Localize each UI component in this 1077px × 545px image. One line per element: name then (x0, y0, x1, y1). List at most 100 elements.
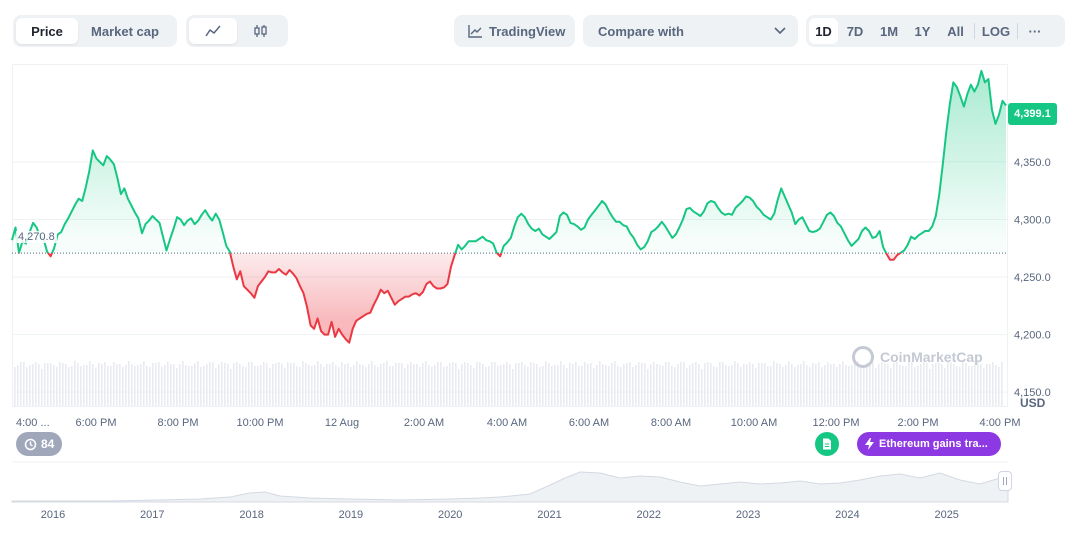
open-price-label: 4,270.8 (16, 231, 57, 243)
volume-bar (203, 366, 205, 406)
overview-drag-handle[interactable] (998, 471, 1012, 491)
tab-market-cap[interactable]: Market cap (91, 23, 159, 39)
volume-bar (836, 367, 838, 406)
volume-bar (35, 362, 37, 406)
volume-bar (257, 366, 259, 406)
x-tick-label: 2:00 PM (898, 417, 939, 429)
volume-bar (320, 364, 322, 406)
volume-bar (881, 362, 883, 406)
volume-bar (260, 365, 262, 406)
range-all[interactable]: All (947, 23, 964, 39)
volume-bar (671, 366, 673, 406)
volume-bar (974, 365, 976, 406)
volume-bar (644, 363, 646, 406)
x-tick-label: 4:00 ... (16, 417, 50, 429)
volume-bar (998, 367, 1000, 406)
volume-bar (824, 365, 826, 406)
volume-bar (59, 362, 61, 406)
volume-bar (389, 366, 391, 406)
volume-bar (413, 364, 415, 406)
range-1m[interactable]: 1M (879, 23, 899, 39)
volume-bar (386, 361, 388, 406)
range-1d[interactable]: 1D (809, 18, 838, 44)
event-marker[interactable]: Ethereum gains tra... (857, 432, 1001, 456)
volume-bar (29, 365, 31, 406)
volume-bar (608, 366, 610, 406)
volume-bar (761, 363, 763, 406)
tradingview-button[interactable]: TradingView (454, 15, 575, 47)
volume-bar (263, 362, 265, 406)
compare-label: Compare with (598, 23, 684, 39)
volume-bar (752, 364, 754, 406)
volume-bar (569, 363, 571, 406)
volume-bar (806, 365, 808, 406)
y-tick-label: 4,300.0 (1014, 214, 1051, 226)
x-tick-label: 4:00 AM (487, 417, 527, 429)
events-count-badge[interactable]: 84 (16, 432, 63, 456)
more-options-button[interactable]: ··· (1028, 23, 1042, 39)
candlestick-button[interactable] (237, 18, 285, 44)
volume-bar (767, 366, 769, 406)
log-toggle[interactable]: LOG (981, 23, 1011, 39)
volume-bar (602, 364, 604, 406)
volume-bar (146, 366, 148, 406)
volume-bar (833, 364, 835, 406)
news-marker[interactable] (815, 432, 839, 456)
x-tick-label: 8:00 PM (158, 417, 199, 429)
volume-bar (239, 364, 241, 406)
volume-bar (335, 365, 337, 406)
volume-bar (281, 364, 283, 406)
volume-bar (512, 369, 514, 406)
volume-bar (95, 368, 97, 406)
volume-bar (632, 367, 634, 406)
volume-bar (440, 362, 442, 406)
volume-bar (947, 362, 949, 406)
volume-bar (128, 361, 130, 406)
overview-navigator[interactable]: 2016 2017 2018 2019 2020 2021 2022 2023 2024 2025 (11, 461, 1009, 521)
x-tick-label: 6:00 PM (76, 417, 117, 429)
y-tick-label: 4,350.0 (1014, 157, 1051, 169)
volume-bar (77, 363, 79, 406)
volume-bar (905, 366, 907, 406)
volume-bar (488, 366, 490, 406)
volume-bar (143, 361, 145, 406)
volume-bar (38, 364, 40, 406)
compare-dropdown[interactable]: Compare with (583, 15, 798, 47)
volume-bar (299, 367, 301, 406)
volume-bar (50, 363, 52, 406)
volume-bar (461, 364, 463, 406)
x-tick-label: 2:00 AM (404, 417, 444, 429)
volume-bar (788, 361, 790, 406)
volume-bar (230, 369, 232, 406)
volume-bar (659, 365, 661, 406)
volume-bar (56, 367, 58, 406)
volume-bar (851, 365, 853, 406)
overview-area (11, 471, 1009, 503)
volume-bar (866, 363, 868, 406)
volume-bar (71, 366, 73, 406)
volume-bar (785, 365, 787, 406)
volume-bar (26, 367, 28, 406)
range-7d[interactable]: 7D (846, 23, 864, 39)
volume-bar (575, 362, 577, 406)
line-chart-button[interactable] (189, 18, 237, 44)
tab-price[interactable]: Price (16, 18, 78, 44)
volume-bar (755, 368, 757, 406)
volume-bar (587, 364, 589, 406)
volume-bar (224, 363, 226, 406)
volume-bar (926, 363, 928, 406)
volume-bar (410, 362, 412, 406)
volume-bar (860, 367, 862, 406)
volume-bar (932, 364, 934, 406)
volume-bar (371, 361, 373, 406)
volume-bar (170, 364, 172, 406)
volume-bar (116, 364, 118, 406)
volume-bar (503, 364, 505, 406)
volume-bar (791, 364, 793, 406)
volume-bar (680, 362, 682, 406)
range-1y[interactable]: 1Y (914, 23, 931, 39)
volume-bar (431, 367, 433, 406)
volume-bar (572, 364, 574, 406)
volume-bar (497, 366, 499, 406)
